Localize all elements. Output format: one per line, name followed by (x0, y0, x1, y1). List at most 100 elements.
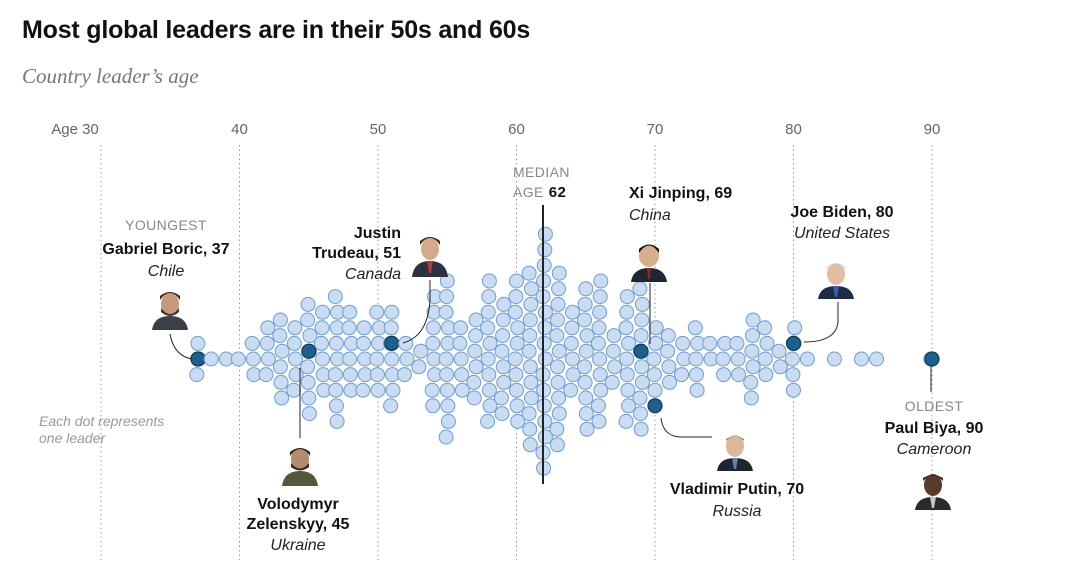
dot-age-51 (384, 351, 400, 367)
dot-age-63 (551, 343, 567, 359)
dot-age-69 (634, 359, 650, 375)
biya-name: Paul Biya, 90 (885, 420, 984, 437)
x-tick-label-80: 80 (785, 121, 802, 138)
highlight-dot-trudeau (384, 335, 400, 351)
dot-age-77 (743, 374, 759, 390)
dot-age-68 (619, 289, 635, 305)
dot-age-55 (438, 304, 454, 320)
dot-age-52 (399, 351, 415, 367)
dot-age-61 (524, 281, 539, 297)
dot-age-61 (521, 265, 537, 281)
dot-age-73 (689, 367, 704, 383)
dot-age-58 (480, 413, 496, 429)
dot-age-65 (578, 343, 594, 359)
dot-age-50 (369, 304, 385, 320)
dot-age-59 (495, 312, 511, 328)
dot-age-70 (647, 382, 663, 398)
dot-age-49 (356, 320, 372, 336)
dot-age-71 (660, 328, 676, 344)
dot-age-55 (439, 289, 455, 305)
dot-age-56 (454, 367, 470, 383)
boric-portrait-icon (148, 286, 192, 330)
dot-age-83 (826, 351, 842, 367)
dot-age-58 (481, 273, 497, 289)
dot-age-58 (481, 382, 497, 398)
dot-age-52 (398, 335, 414, 351)
dot-age-85 (854, 351, 869, 367)
dot-age-40 (230, 351, 246, 367)
dot-age-46 (314, 320, 330, 336)
dot-age-66 (592, 367, 608, 383)
dot-age-60 (509, 273, 524, 289)
dot-age-62 (537, 429, 553, 445)
dot-age-64 (564, 320, 580, 336)
dot-age-56 (453, 320, 468, 336)
zelenskyy-name-line1: Volodymyr (257, 496, 339, 513)
dot-age-62 (537, 320, 553, 336)
dot-age-62 (536, 257, 552, 273)
dot-age-45 (301, 390, 317, 406)
dot-age-48 (342, 304, 358, 320)
dot-age-71 (662, 374, 677, 390)
dot-age-68 (618, 413, 634, 429)
dot-age-56 (454, 382, 470, 398)
dot-age-59 (495, 328, 511, 344)
dot-age-47 (329, 413, 345, 429)
dot-age-48 (342, 351, 358, 367)
dot-age-77 (745, 328, 760, 344)
dot-age-59 (493, 390, 509, 406)
dot-age-43 (272, 312, 288, 328)
dot-age-64 (565, 351, 580, 367)
dot-age-66 (590, 398, 606, 414)
median-label-line1: MEDIAN (513, 164, 570, 180)
dot-age-58 (481, 289, 497, 305)
dot-age-76 (731, 367, 747, 383)
dot-age-66 (592, 304, 608, 320)
biden-portrait-icon (818, 263, 854, 299)
dot-age-66 (593, 273, 609, 289)
dot-age-68 (619, 367, 635, 383)
dot-age-76 (729, 335, 745, 351)
dot-age-56 (452, 335, 468, 351)
dot-age-45 (300, 296, 316, 312)
dot-age-69 (634, 312, 650, 328)
x-tick-label-30: Age 30 (51, 121, 99, 138)
dot-age-37 (189, 367, 205, 383)
dot-age-55 (440, 413, 456, 429)
dot-age-59 (494, 343, 510, 359)
dot-age-42 (260, 320, 276, 336)
dot-age-68 (620, 382, 636, 398)
dot-age-46 (313, 335, 329, 351)
note-line1: Each dot represents (39, 413, 164, 429)
dot-age-80 (786, 382, 801, 398)
note-line2: one leader (39, 430, 107, 446)
dot-age-70 (648, 320, 664, 336)
dot-age-78 (758, 367, 774, 383)
x-tick-label-40: 40 (231, 121, 248, 138)
dot-age-46 (315, 351, 331, 367)
dot-age-50 (370, 382, 386, 398)
dot-age-77 (744, 343, 760, 359)
dot-age-60 (507, 351, 523, 367)
dot-age-60 (509, 382, 524, 398)
dot-age-81 (799, 351, 815, 367)
xi-name: Xi Jinping, 69 (629, 185, 732, 202)
dot-age-78 (757, 351, 773, 367)
youngest-label: YOUNGEST (125, 217, 207, 233)
dot-age-71 (660, 343, 676, 359)
dot-age-80 (784, 351, 800, 367)
dot-age-79 (771, 343, 787, 359)
highlight-dot-xi (633, 343, 649, 359)
dot-age-55 (440, 398, 456, 414)
dot-age-78 (759, 335, 775, 351)
dot-age-51 (385, 382, 401, 398)
dot-age-73 (688, 351, 704, 367)
dot-age-69 (634, 374, 650, 390)
chart-title: Most global leaders are in their 50s and… (22, 16, 531, 44)
dot-age-44 (286, 335, 302, 351)
highlight-dot-boric (190, 351, 206, 367)
dot-age-78 (757, 320, 773, 336)
dot-age-53 (413, 343, 429, 359)
dot-age-48 (342, 367, 358, 383)
